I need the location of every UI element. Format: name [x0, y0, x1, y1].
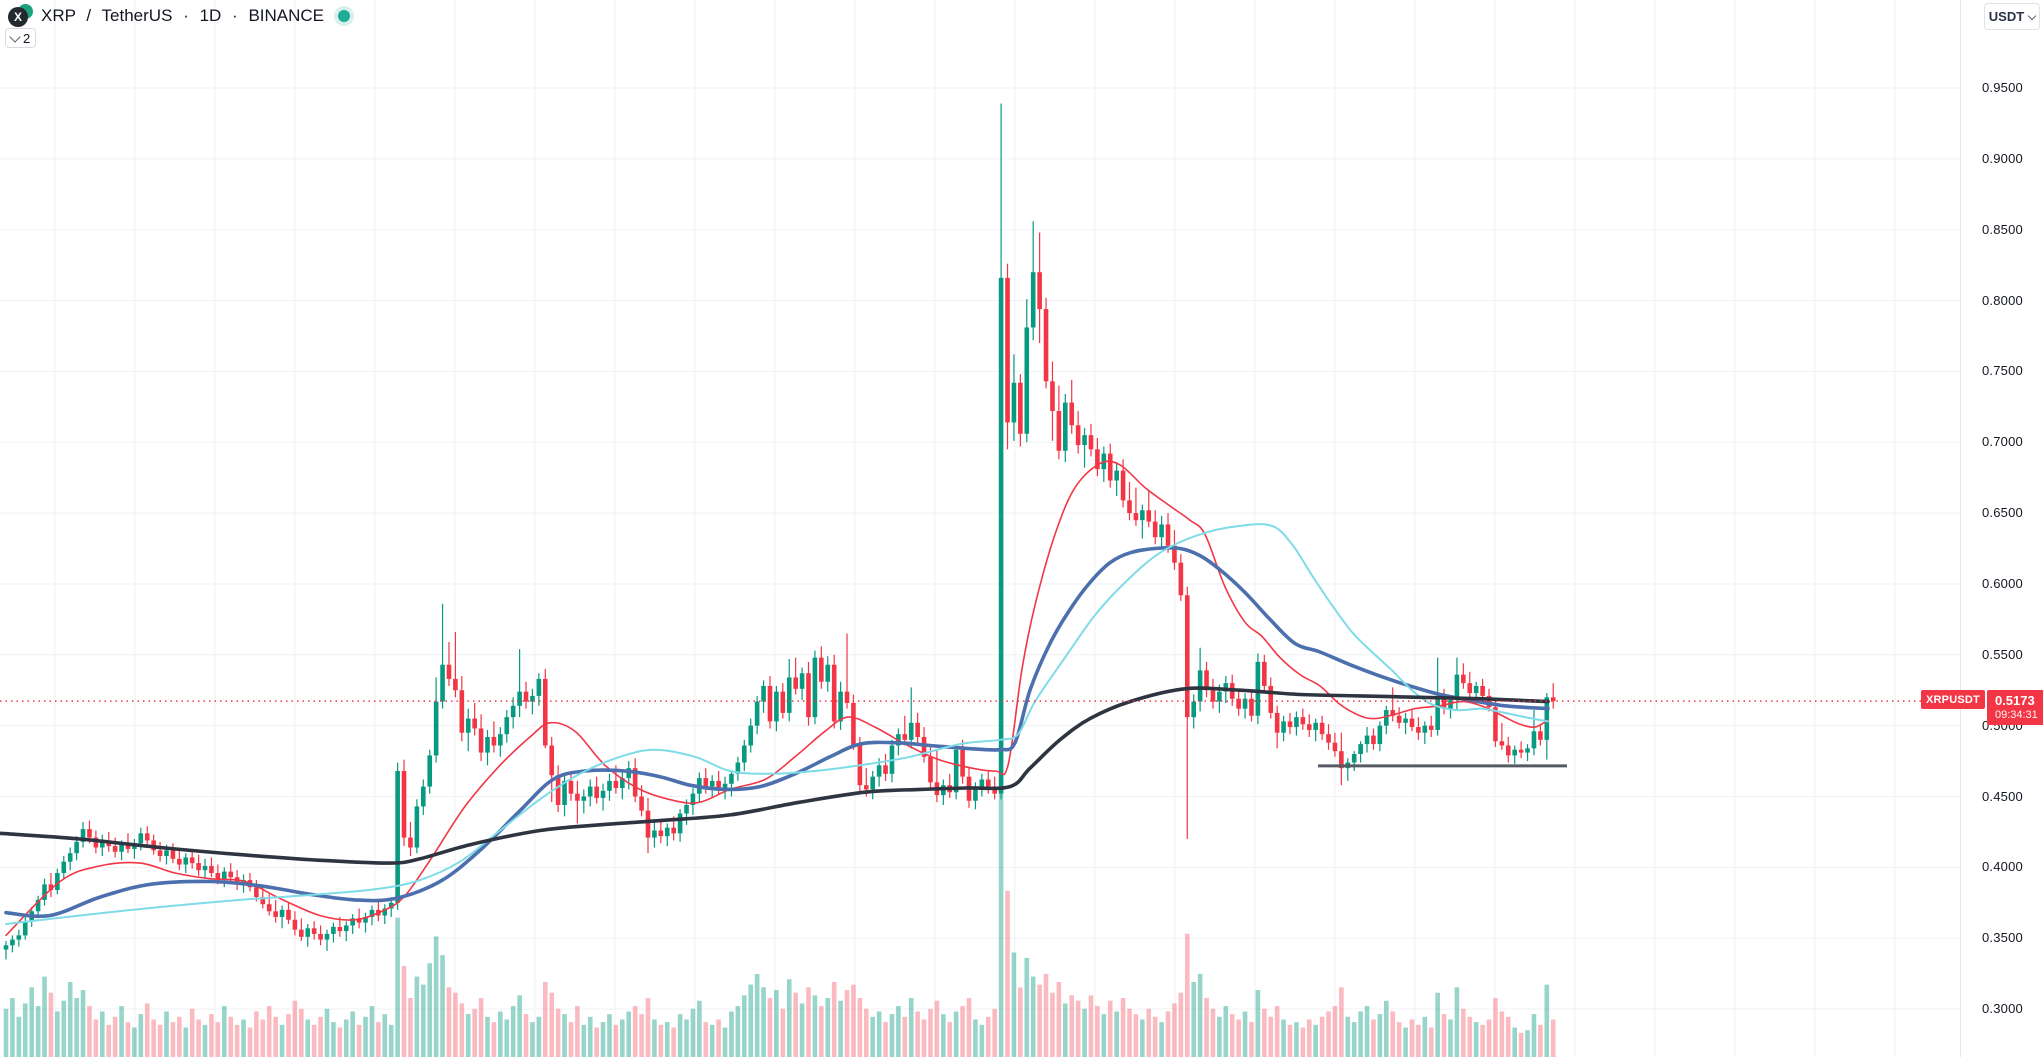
price-tick-label: 0.8000: [1982, 292, 2023, 308]
bar-countdown: 09:34:31: [1994, 709, 2038, 722]
price-tick-label: 0.7000: [1982, 434, 2023, 450]
price-tick-label: 0.4000: [1982, 859, 2023, 875]
price-tick-label: 0.3500: [1982, 930, 2023, 946]
volume-layer: [3, 789, 1556, 1057]
interval-label: 1D: [199, 5, 222, 25]
chevron-down-icon: [9, 30, 21, 43]
symbol-name: XRP: [41, 5, 76, 25]
price-tick-label: 0.6500: [1982, 505, 2023, 521]
price-tick-label: 0.9000: [1982, 150, 2023, 166]
exchange-label: BINANCE: [248, 5, 325, 25]
price-tick-label: 0.5500: [1982, 646, 2023, 662]
candles-layer: [3, 103, 1556, 960]
last-price-badge: 0.5173 09:34:31: [1986, 690, 2043, 726]
symbol-tag-badge: XRPUSDT: [1921, 690, 1985, 710]
symbol-pair-logo: X: [8, 4, 34, 27]
price-tick-label: 0.6000: [1982, 575, 2023, 591]
price-tick-label: 0.9500: [1982, 80, 2023, 95]
symbol-title[interactable]: XRP / TetherUS · 1D · BINANCE: [41, 6, 324, 26]
indicator-count: 2: [23, 30, 31, 46]
quote-name: TetherUS: [101, 5, 173, 25]
chevron-down-icon: [2027, 11, 2037, 20]
grid-layer: [0, 0, 1960, 1057]
ma-line-2[interactable]: [5, 523, 1549, 926]
legend-collapse-button[interactable]: 2: [5, 28, 37, 48]
price-tick-label: 0.3000: [1982, 1001, 2023, 1017]
pair-separator: /: [86, 5, 92, 25]
price-axis[interactable]: 0.9500 0.9000 0.8500 0.8000 0.7500 0.7000 0.65…: [1960, 0, 2043, 1057]
symbol-header: X XRP / TetherUS · 1D · BINANCE: [8, 4, 351, 27]
price-tick-label: 0.8500: [1982, 221, 2023, 237]
market-status-dot-icon[interactable]: [338, 9, 351, 22]
dot-separator-2: ·: [232, 5, 238, 25]
currency-label: USDT: [1988, 9, 2025, 24]
candlestick-chart-pane[interactable]: [0, 0, 1960, 1057]
price-tick-label: 0.4500: [1982, 788, 2023, 804]
xrp-coin-icon: X: [8, 7, 28, 27]
ma-line-3[interactable]: [0, 686, 1550, 865]
ma-line-0[interactable]: [5, 460, 1549, 937]
currency-selector-dropdown[interactable]: USDT: [1984, 3, 2040, 30]
ma-line-1[interactable]: [4, 545, 1550, 919]
price-tick-label: 0.7500: [1982, 363, 2023, 379]
last-price-value: 0.5173: [1994, 693, 2035, 709]
last-price-group: XRPUSDT 0.5173 09:34:31: [1921, 690, 2043, 726]
dot-separator-1: ·: [183, 5, 189, 25]
